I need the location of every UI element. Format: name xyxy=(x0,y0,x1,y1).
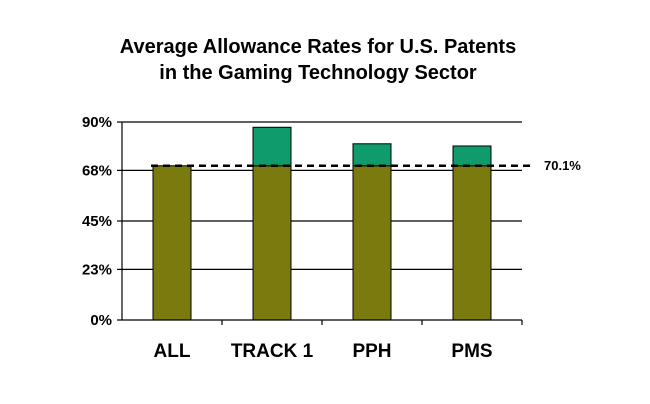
x-category-label: ALL xyxy=(154,341,191,362)
reference-line-label: 70.1% xyxy=(544,158,581,173)
reference-line-group: 70.1% xyxy=(151,158,581,173)
y-tick-label: 90% xyxy=(82,114,112,131)
bar-increment xyxy=(452,145,492,167)
y-tick-label: 0% xyxy=(90,312,112,329)
y-tick-label: 68% xyxy=(82,162,112,179)
bars xyxy=(152,126,492,321)
bar-base xyxy=(352,165,392,321)
axes xyxy=(121,122,523,325)
y-tick-label: 45% xyxy=(82,213,112,230)
bar-base xyxy=(152,165,192,321)
y-tick-label: 23% xyxy=(82,261,112,278)
bar-increment xyxy=(352,143,392,167)
x-category-label: PPH xyxy=(352,341,391,362)
chart-title-line-2: in the Gaming Technology Sector xyxy=(159,62,477,84)
x-category-label: PMS xyxy=(451,341,492,362)
x-axis-categories: ALL TRACK 1 PPH PMS xyxy=(154,341,493,362)
bar-base xyxy=(252,165,292,321)
x-category-label: TRACK 1 xyxy=(231,341,314,362)
y-axis-ticks: 0% 23% 45% 68% 90% xyxy=(82,114,122,329)
bar-base xyxy=(452,165,492,321)
bar-increment xyxy=(252,126,292,167)
chart-title-line-1: Average Allowance Rates for U.S. Patents xyxy=(120,36,516,58)
